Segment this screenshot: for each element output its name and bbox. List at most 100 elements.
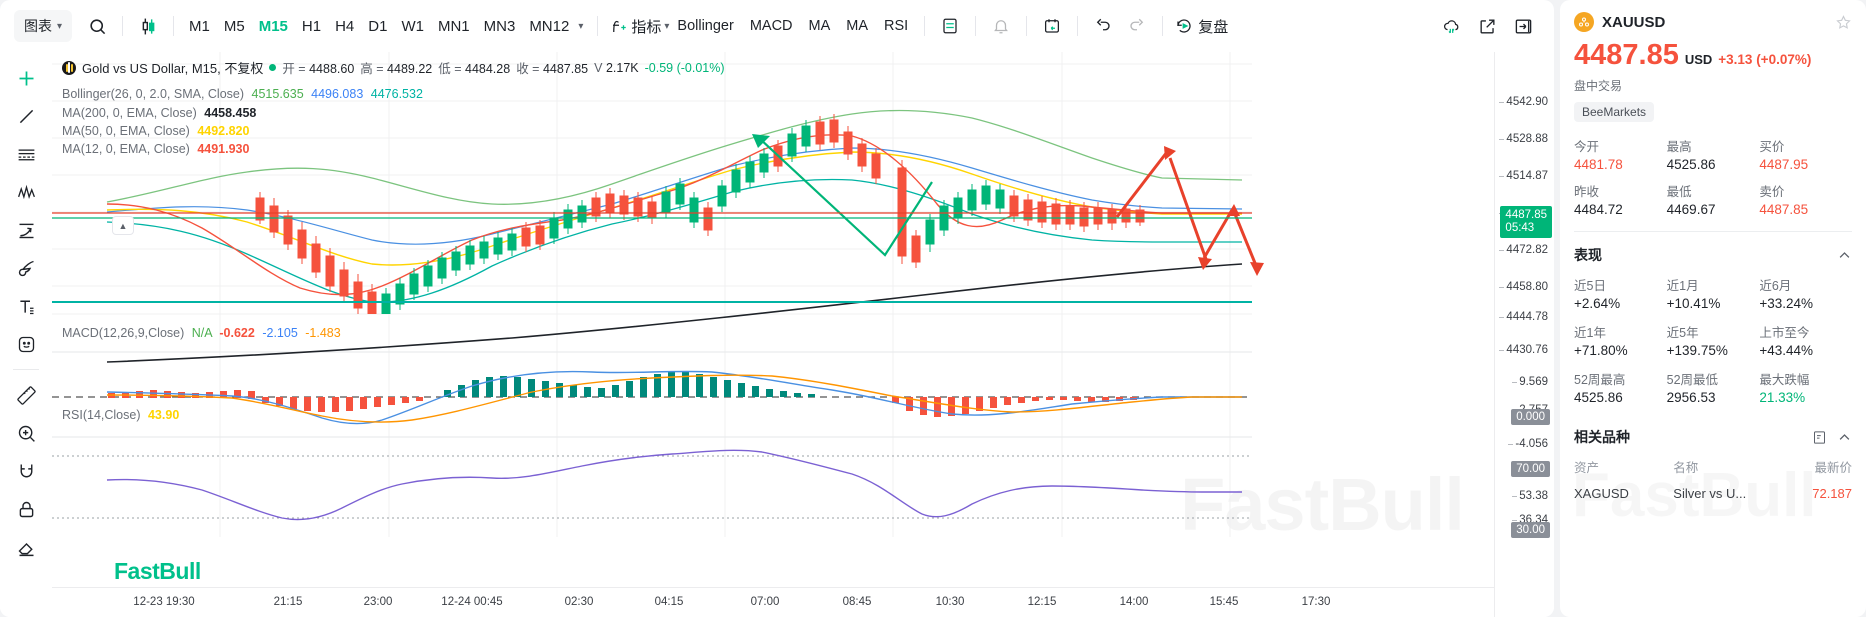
undo-icon[interactable]: [1086, 9, 1120, 43]
indicator-chip-bollinger[interactable]: Bollinger: [677, 18, 734, 34]
cloud-sync-icon[interactable]: [1434, 9, 1468, 43]
legend-bollinger-mid: 4496.083: [311, 87, 364, 101]
calendar-icon[interactable]: [1035, 9, 1069, 43]
price-axis[interactable]: 4542.90 4528.88 4514.87 4500.85 4472.82 …: [1494, 52, 1554, 617]
perf-cell-1y: 近1年 +71.80%: [1574, 322, 1667, 358]
legend-bollinger[interactable]: Bollinger(26, 0, 2.0, SMA, Close) 4515.6…: [62, 87, 423, 101]
related-title: 相关品种: [1574, 429, 1630, 445]
related-asset: XAGUSD: [1574, 486, 1629, 501]
timeframe-mn3[interactable]: MN3: [483, 17, 516, 35]
zoom-in-icon[interactable]: [8, 415, 44, 451]
time-tick: 08:45: [842, 596, 872, 608]
zigzag-annotation: [758, 137, 933, 257]
legend-ma12[interactable]: MA(12, 0, EMA, Close) 4491.930: [62, 142, 249, 156]
legend-rsi[interactable]: RSI(14,Close) 43.90: [62, 408, 179, 422]
perf-label: 52周最高: [1574, 373, 1626, 387]
magnet-icon[interactable]: [8, 453, 44, 489]
wave-icon[interactable]: [8, 174, 44, 210]
price-tick: 4528.88: [1499, 133, 1548, 145]
replay-button[interactable]: 复盘: [1175, 16, 1228, 37]
bollinger-mid-line: [106, 147, 1243, 245]
timeframe-h1[interactable]: H1: [301, 17, 322, 35]
replay-icon: [1177, 19, 1191, 33]
layout-icon[interactable]: [933, 9, 967, 43]
price-tick: 4542.90: [1499, 96, 1548, 108]
star-icon[interactable]: [1835, 14, 1852, 31]
related-name: Silver vs U...: [1673, 486, 1747, 501]
function-icon: [613, 20, 627, 33]
timeframe-more-chevron-icon[interactable]: ▾: [578, 20, 584, 32]
related-col-name: 名称: [1673, 461, 1699, 475]
trendline-icon[interactable]: [8, 98, 44, 134]
price-tick: 4444.78: [1499, 311, 1548, 323]
external-link-icon[interactable]: [1470, 9, 1504, 43]
divider: [1574, 231, 1852, 232]
timeframe-w1[interactable]: W1: [401, 17, 424, 35]
perf-cell-52w-high: 52周最高 4525.86: [1574, 369, 1667, 405]
current-price-time: 05:43: [1505, 222, 1535, 234]
lock-icon[interactable]: [8, 491, 44, 527]
rail-divider: [13, 369, 39, 370]
toolbar-divider: [597, 16, 599, 36]
sidebar-change: +3.13 (+0.07%): [1718, 52, 1812, 67]
timeframe-mn1[interactable]: MN1: [437, 17, 470, 35]
market-status: 盘中交易: [1574, 79, 1623, 93]
legend-macd[interactable]: MACD(12,26,9,Close) N/A -0.622 -2.105 -1…: [62, 326, 341, 340]
performance-header: 表现: [1574, 245, 1852, 265]
candlestick-icon[interactable]: [131, 9, 165, 43]
performance-collapse-button[interactable]: [1837, 248, 1852, 263]
toolbar-divider: [1162, 16, 1164, 36]
legend-ma200-name: MA(200, 0, EMA, Close): [62, 106, 197, 120]
legend-ma200[interactable]: MA(200, 0, EMA, Close) 4458.458: [62, 106, 256, 120]
timeframe-m1[interactable]: M1: [189, 17, 210, 35]
indicator-chip-rsi[interactable]: RSI: [884, 18, 909, 34]
eraser-icon[interactable]: [8, 529, 44, 565]
indicator-chip-ma-1[interactable]: MA: [808, 18, 831, 34]
redo-icon[interactable]: [1120, 9, 1154, 43]
ruler-icon[interactable]: [8, 377, 44, 413]
macd-dif-line: [106, 370, 1242, 425]
arrow-trend-icon[interactable]: [8, 212, 44, 248]
legend-ma50-value: 4492.820: [197, 124, 250, 138]
chevron-down-icon: ▾: [664, 20, 670, 32]
timeframe-mn12[interactable]: MN12: [529, 17, 570, 35]
search-icon[interactable]: [80, 9, 114, 43]
indicators-button[interactable]: 指标 ▾: [610, 16, 669, 37]
related-actions[interactable]: [1812, 430, 1852, 445]
toolbar-divider: [173, 16, 175, 36]
sidebar-price-row: 4487.85 USD +3.13 (+0.07%): [1574, 41, 1852, 70]
table-row[interactable]: XAGUSD Silver vs U... 72.187: [1574, 486, 1852, 501]
macd-zero-badge: 0.000: [1511, 409, 1550, 425]
timeframe-d1[interactable]: D1: [368, 17, 388, 35]
collapse-legend-button[interactable]: ▲: [112, 216, 134, 235]
fastbull-logo: FastBull: [114, 558, 201, 584]
toolbar-divider: [1026, 16, 1028, 36]
emoji-icon[interactable]: [8, 326, 44, 362]
timeframe-m5[interactable]: M5: [223, 17, 245, 35]
time-axis[interactable]: 12-23 19:30 21:15 23:00 12-24 00:45 02:3…: [52, 587, 1554, 617]
brush-icon[interactable]: [8, 250, 44, 286]
ohlc-close: 收 = 4487.85: [516, 62, 589, 76]
text-icon[interactable]: [8, 288, 44, 324]
legend-bollinger-upper: 4515.635: [251, 87, 304, 101]
indicator-chip-macd[interactable]: MACD: [749, 18, 793, 34]
alarm-add-icon[interactable]: [984, 9, 1018, 43]
collapse-panel-icon[interactable]: [1506, 9, 1540, 43]
macd-dea-line: [106, 374, 1242, 423]
timeframe-m15[interactable]: M15: [258, 17, 288, 35]
plot-area[interactable]: Gold vs US Dollar, M15, 不复权 开 = 4488.60 …: [52, 52, 1554, 617]
legend-ma50[interactable]: MA(50, 0, EMA, Close) 4492.820: [62, 124, 249, 138]
related-header: 相关品种: [1574, 427, 1852, 447]
broker-badge[interactable]: BeeMarkets: [1574, 102, 1655, 122]
indicator-chip-ma-2[interactable]: MA: [846, 18, 869, 34]
quote-cell-ask: 卖价 4487.85: [1759, 181, 1852, 217]
chevron-up-icon: [1839, 433, 1850, 440]
crosshair-icon[interactable]: [8, 60, 44, 96]
parallel-channel-icon[interactable]: [8, 136, 44, 172]
chart-menu-button[interactable]: 图表 ▾: [14, 10, 73, 42]
ohlc-open: 开 = 4488.60: [282, 62, 355, 76]
time-tick: 10:30: [935, 596, 965, 608]
quote-cell-low: 最低 4469.67: [1667, 181, 1760, 217]
ohlc-volume: V 2.17K: [594, 60, 639, 75]
timeframe-h4[interactable]: H4: [335, 17, 355, 35]
